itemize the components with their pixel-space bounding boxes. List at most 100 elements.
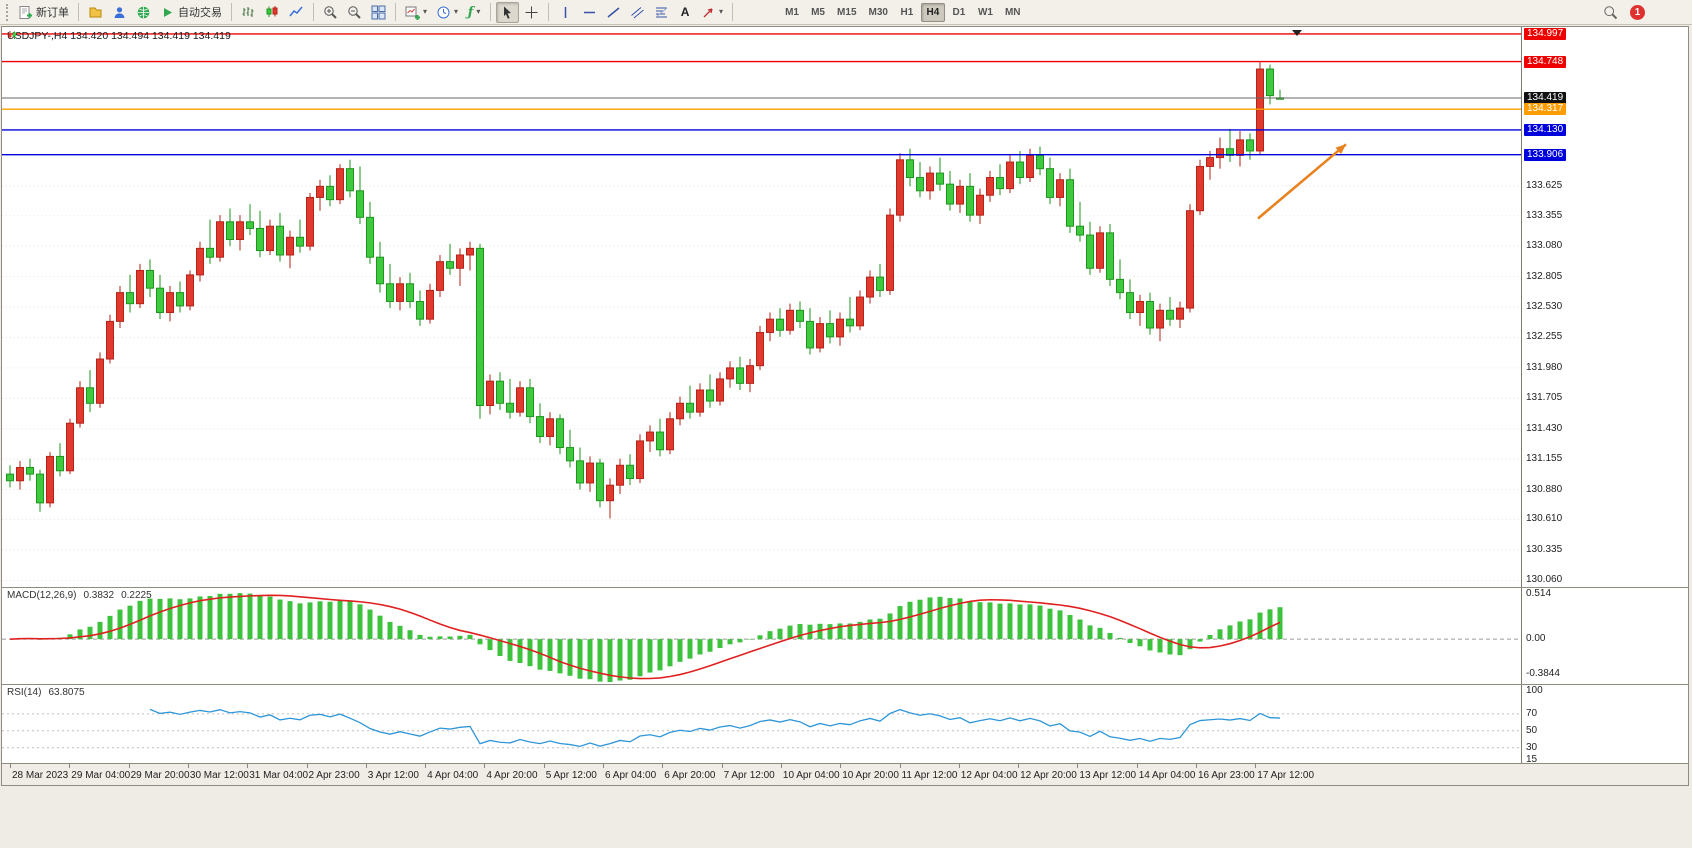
price-scale[interactable]: 133.625 133.355 133.080 132.805 132.530 132.2… — [1521, 27, 1688, 587]
line-chart-icon — [289, 6, 303, 16]
time-label: 13 Apr 12:00 — [1079, 770, 1137, 781]
macd-value-main: 0.3832 — [83, 590, 115, 601]
metaeditor-button[interactable] — [84, 2, 107, 23]
macd-scale[interactable]: 0.514 0.00 -0.3844 — [1521, 588, 1688, 684]
main-chart-panel: USDJPY-,H4 134.420 134.494 134.419 134.4… — [2, 27, 1688, 587]
timeframe-h1[interactable]: H1 — [900, 6, 914, 18]
price-line-label[interactable]: 134.130 — [1524, 123, 1567, 136]
fibonacci-tool-button[interactable] — [650, 2, 673, 23]
timeframe-d1[interactable]: D1 — [952, 6, 966, 18]
notification-badge[interactable]: 1 — [1630, 4, 1645, 20]
time-tick — [662, 764, 664, 768]
macd-chart[interactable] — [2, 588, 1521, 684]
separator — [395, 3, 396, 21]
price-line-label[interactable]: 134.317 — [1524, 103, 1567, 116]
timeframe-m1[interactable]: M1 — [785, 6, 799, 18]
macd-axis-label: 0.00 — [1526, 633, 1546, 645]
periods-button[interactable]: ▾ — [432, 2, 462, 23]
price-axis-label: 130.880 — [1526, 483, 1563, 495]
time-label: 2 Apr 23:00 — [308, 770, 360, 781]
toolbar-grip — [6, 3, 9, 21]
time-tick — [247, 764, 249, 768]
text-tool-button[interactable]: A — [674, 2, 696, 23]
zoom-in-icon — [324, 5, 337, 19]
cursor-button[interactable] — [496, 1, 520, 23]
time-tick — [425, 764, 427, 768]
new-order-label: 新订单 — [36, 7, 69, 19]
autotrading-button[interactable]: 自动交易 — [156, 2, 226, 23]
timeframe-m5[interactable]: M5 — [811, 6, 825, 18]
price-line-label[interactable]: 133.906 — [1524, 148, 1567, 161]
time-axis[interactable]: 28 Mar 2023 29 Mar 04:00 29 Mar 20:00 30 Ma… — [2, 763, 1688, 785]
current-price-label[interactable]: 134.419 — [1524, 91, 1567, 104]
new-order-icon — [19, 5, 32, 19]
timeframe-h4[interactable]: H4 — [920, 2, 945, 22]
chart-bars-button[interactable] — [237, 2, 260, 23]
search-button[interactable] — [1599, 2, 1622, 23]
arrow-tool-icon — [703, 7, 713, 17]
time-label: 10 Apr 20:00 — [842, 770, 899, 781]
trendline-tool-button[interactable] — [602, 2, 625, 23]
macd-axis-label: -0.3844 — [1526, 667, 1560, 679]
time-tick — [780, 764, 782, 768]
separator — [78, 3, 79, 21]
rsi-axis-label: 50 — [1526, 724, 1538, 736]
metaeditor-icon — [89, 7, 102, 17]
chart-candles-button[interactable] — [261, 2, 284, 23]
new-chart-icon — [405, 6, 420, 20]
time-label: 30 Mar 12:00 — [189, 770, 249, 781]
price-axis-label: 130.610 — [1526, 513, 1563, 525]
time-label: 7 Apr 12:00 — [723, 770, 775, 781]
vertical-line-tool-button[interactable] — [554, 2, 577, 23]
time-label: 11 Apr 12:00 — [901, 770, 958, 781]
time-tick — [543, 764, 545, 768]
time-tick — [603, 764, 604, 768]
timeframe-w1[interactable]: W1 — [977, 6, 993, 18]
autoscroll-marker — [1292, 30, 1302, 36]
new-chart-button[interactable]: ▾ — [401, 2, 431, 23]
arrows-tool-button[interactable]: ▾ — [697, 2, 727, 23]
search-icon — [1604, 5, 1618, 19]
rsi-chart[interactable] — [2, 685, 1521, 763]
clock-icon — [437, 6, 450, 18]
community-button[interactable] — [132, 2, 155, 23]
community-globe-icon — [137, 6, 150, 18]
horizontal-line-tool-button[interactable] — [578, 2, 601, 23]
channel-tool-button[interactable] — [626, 2, 649, 23]
timeframe-m15[interactable]: M15 — [837, 6, 857, 18]
timeframe-m30[interactable]: M30 — [868, 6, 888, 18]
vertical-line-icon — [564, 6, 567, 18]
crosshair-button[interactable] — [520, 2, 543, 23]
zoom-out-button[interactable] — [343, 2, 366, 23]
new-order-button[interactable]: 新订单 — [14, 2, 73, 23]
profile-button[interactable] — [108, 2, 131, 23]
time-tick — [1077, 764, 1079, 768]
price-axis-label: 131.705 — [1526, 392, 1563, 404]
rsi-label: RSI(14) 63.8075 — [7, 687, 85, 698]
macd-label: MACD(12,26,9) 0.3832 0.2225 — [7, 590, 152, 601]
time-tick — [899, 764, 901, 768]
text-tool-icon: A — [680, 5, 690, 19]
tile-windows-button[interactable] — [367, 2, 390, 23]
time-label: 4 Apr 04:00 — [427, 770, 479, 781]
time-label: 4 Apr 20:00 — [486, 770, 538, 781]
rsi-scale[interactable]: 100 70 50 30 15 — [1521, 685, 1688, 763]
indicators-button[interactable]: ƒ ▾ — [463, 2, 485, 23]
time-label: 12 Apr 04:00 — [960, 770, 1018, 781]
time-label: 28 Mar 2023 — [12, 770, 69, 781]
chart-title: USDJPY-,H4 134.420 134.494 134.419 134.4… — [7, 30, 231, 42]
time-tick — [69, 764, 71, 768]
candlestick-chart[interactable] — [2, 27, 1521, 587]
time-tick — [306, 764, 308, 768]
zoom-in-button[interactable] — [319, 2, 342, 23]
price-line-label[interactable]: 134.748 — [1524, 55, 1567, 68]
timeframe-mn[interactable]: MN — [1004, 6, 1021, 18]
time-tick — [128, 764, 130, 768]
time-label: 6 Apr 20:00 — [664, 770, 716, 781]
price-line-label[interactable]: 134.997 — [1524, 27, 1567, 40]
price-axis-label: 133.355 — [1526, 209, 1563, 221]
time-tick — [1196, 764, 1197, 768]
time-tick — [1136, 764, 1138, 768]
chart-line-button[interactable] — [285, 2, 308, 23]
